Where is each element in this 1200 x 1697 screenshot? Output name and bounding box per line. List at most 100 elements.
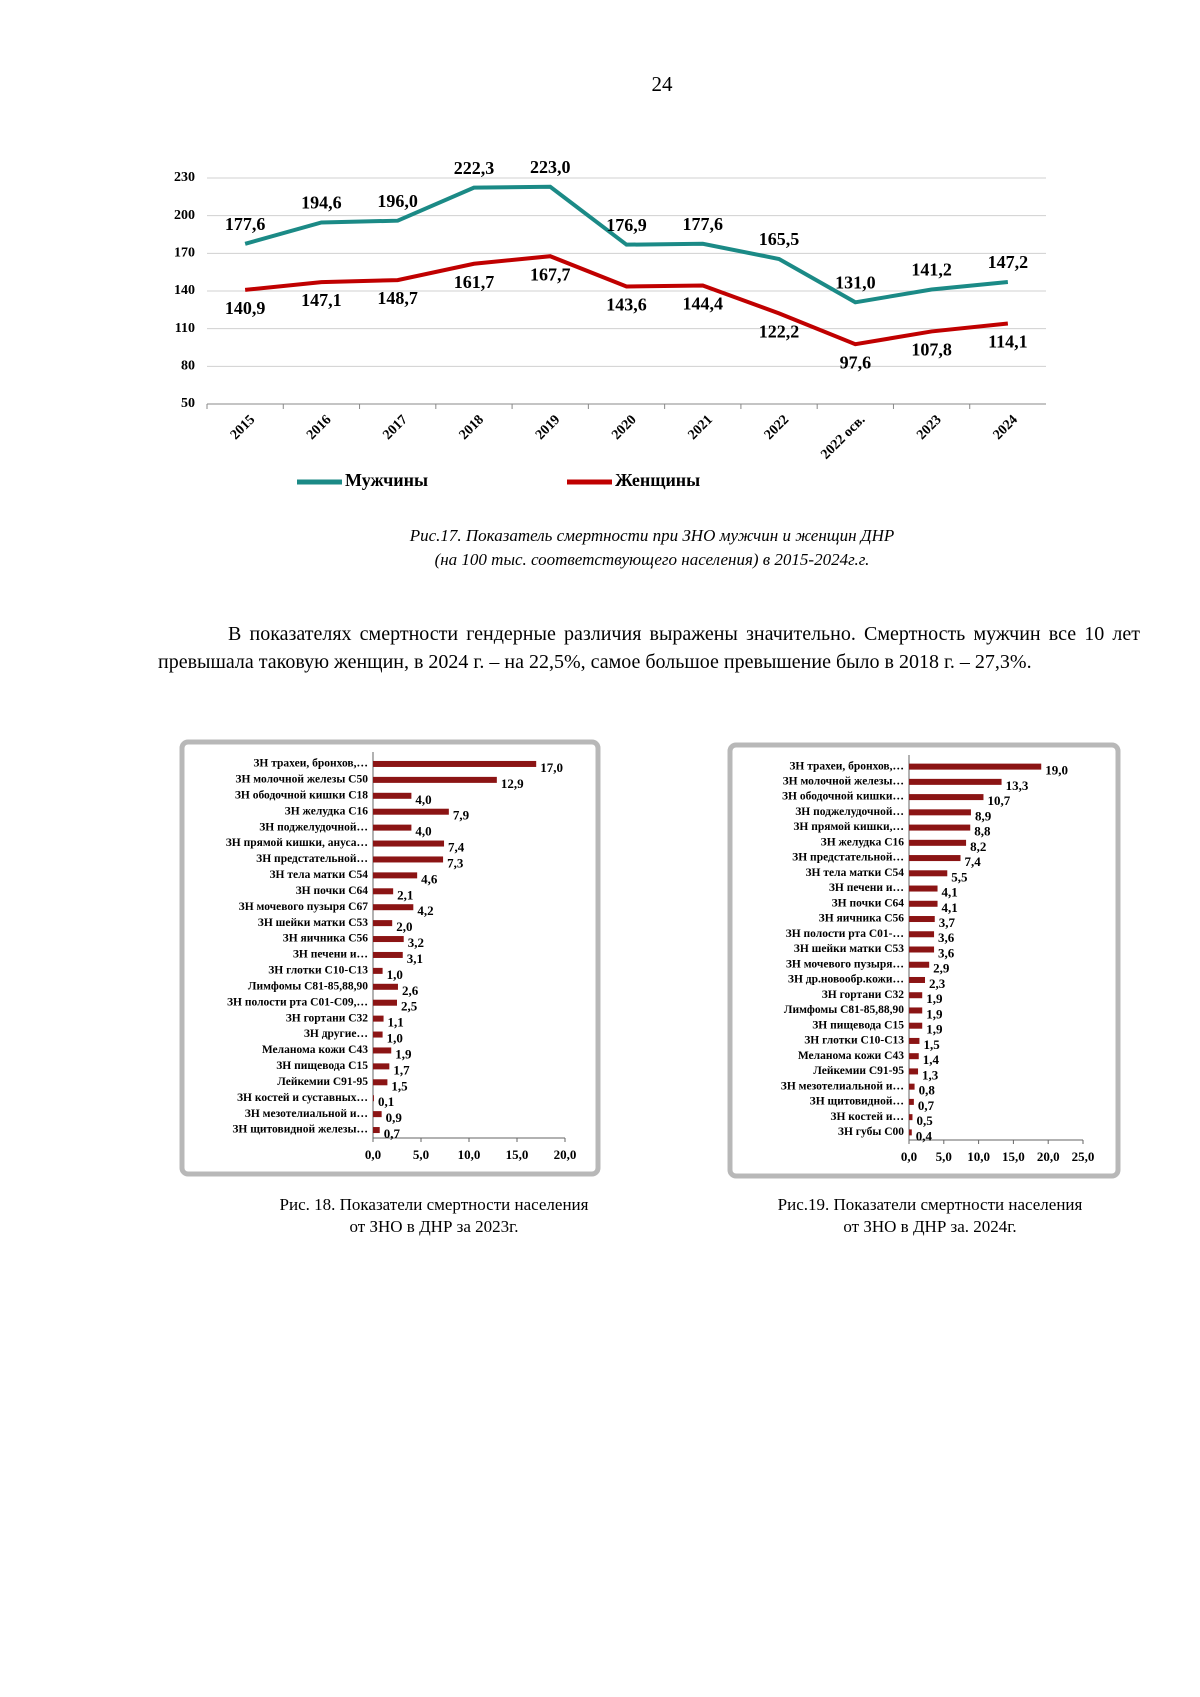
x-tick-label: 2021 bbox=[685, 412, 715, 442]
data-label: 1,9 bbox=[395, 1046, 412, 1061]
data-label: 97,6 bbox=[840, 352, 872, 372]
bar bbox=[909, 976, 926, 983]
category-label: ЗН мочевого пузыря… bbox=[786, 958, 904, 970]
bar bbox=[909, 916, 935, 923]
page-number: 24 bbox=[652, 72, 674, 96]
bar bbox=[909, 870, 948, 877]
bar bbox=[909, 946, 935, 953]
category-label: ЗН почки С64 bbox=[832, 897, 905, 909]
category-label: ЗН пищевода С15 bbox=[276, 1060, 368, 1072]
category-label: ЗН шейки матки С53 bbox=[794, 943, 904, 955]
category-label: ЗН почки С64 bbox=[296, 885, 369, 897]
bar bbox=[373, 808, 449, 815]
bar bbox=[373, 824, 412, 831]
data-label: 148,7 bbox=[377, 288, 418, 308]
category-label: Лейкемии С91-95 bbox=[277, 1076, 368, 1088]
category-label: ЗН костей и суставных… bbox=[237, 1092, 368, 1104]
bar bbox=[909, 824, 971, 831]
category-label: ЗН трахеи, бронхов,… bbox=[789, 760, 904, 772]
data-label: 5,5 bbox=[951, 869, 968, 884]
figure-caption: (на 100 тыс. соответствующего населения)… bbox=[435, 550, 870, 569]
data-label: 7,3 bbox=[447, 855, 464, 870]
data-label: 177,6 bbox=[225, 214, 266, 234]
category-label: ЗН др.новообр.кожи… bbox=[788, 974, 904, 986]
category-label: ЗН глотки С10-С13 bbox=[804, 1035, 904, 1047]
data-label: 8,9 bbox=[975, 808, 992, 823]
bar bbox=[373, 936, 404, 943]
category-label: ЗН печени и… bbox=[293, 949, 368, 961]
bar bbox=[909, 1007, 923, 1014]
data-label: 3,1 bbox=[407, 951, 423, 966]
bar bbox=[909, 1068, 919, 1075]
legend-label: Женщины bbox=[615, 470, 700, 490]
y-tick-label: 110 bbox=[175, 321, 195, 336]
bar bbox=[909, 885, 938, 892]
data-label: 2,6 bbox=[402, 983, 419, 998]
data-label: 140,9 bbox=[225, 298, 266, 318]
x-tick-label: 0,0 bbox=[901, 1149, 917, 1164]
category-label: ЗН полости рта С01-С09,… bbox=[227, 996, 368, 1008]
x-tick-label: 2024 bbox=[991, 412, 1021, 442]
bar bbox=[373, 1111, 382, 1118]
data-label: 3,6 bbox=[938, 930, 955, 945]
category-label: ЗН щитовидной железы… bbox=[232, 1124, 368, 1136]
category-label: ЗН губы С00 bbox=[838, 1126, 904, 1138]
category-label: ЗН мезотелиальной и… bbox=[781, 1080, 904, 1092]
x-tick-label: 15,0 bbox=[1002, 1149, 1025, 1164]
data-label: 3,2 bbox=[408, 935, 424, 950]
y-tick-label: 170 bbox=[174, 246, 195, 261]
category-label: ЗН полости рта С01-… bbox=[786, 928, 904, 940]
category-label: ЗН поджелудочной… bbox=[795, 806, 904, 818]
data-label: 2,3 bbox=[929, 976, 946, 991]
bar bbox=[909, 992, 923, 999]
y-tick-label: 50 bbox=[181, 396, 195, 411]
category-label: ЗН трахеи, бронхов,… bbox=[253, 758, 368, 770]
bar bbox=[909, 778, 1002, 785]
bar bbox=[909, 1114, 913, 1121]
data-label: 0,9 bbox=[386, 1110, 403, 1125]
category-label: ЗН тела матки С54 bbox=[805, 867, 904, 879]
data-label: 131,0 bbox=[835, 272, 876, 292]
category-label: ЗН предстательной… bbox=[256, 853, 368, 865]
bar bbox=[373, 1031, 383, 1038]
category-label: ЗН гортани С32 bbox=[822, 989, 905, 1001]
bar bbox=[373, 872, 418, 879]
data-label: 107,8 bbox=[911, 340, 952, 360]
x-tick-label: 2017 bbox=[380, 412, 410, 442]
bar bbox=[373, 1047, 392, 1054]
data-label: 0,1 bbox=[378, 1094, 394, 1109]
category-label: ЗН молочной железы С50 bbox=[235, 774, 368, 786]
x-tick-label: 2023 bbox=[914, 412, 944, 442]
x-tick-label: 5,0 bbox=[936, 1149, 952, 1164]
category-label: ЗН гортани С32 bbox=[286, 1012, 369, 1024]
x-tick-label: 5,0 bbox=[413, 1147, 429, 1162]
category-label: ЗН прямой кишки,… bbox=[793, 821, 904, 833]
data-label: 147,1 bbox=[301, 290, 342, 310]
data-label: 7,4 bbox=[965, 854, 982, 869]
category-label: ЗН мезотелиальной и… bbox=[245, 1108, 368, 1120]
x-tick-label: 25,0 bbox=[1072, 1149, 1095, 1164]
data-label: 222,3 bbox=[454, 158, 495, 178]
data-label: 147,2 bbox=[988, 252, 1029, 272]
data-label: 2,0 bbox=[396, 919, 412, 934]
y-tick-label: 230 bbox=[174, 170, 195, 185]
bar bbox=[373, 999, 397, 1006]
data-label: 0,8 bbox=[919, 1083, 936, 1098]
category-label: Лимфомы С81-85,88,90 bbox=[784, 1004, 904, 1016]
category-label: Меланома кожи С43 bbox=[262, 1044, 368, 1056]
bar bbox=[373, 1127, 380, 1134]
bar bbox=[373, 1095, 374, 1102]
bar bbox=[909, 1098, 914, 1105]
data-label: 1,5 bbox=[923, 1037, 940, 1052]
data-label: 176,9 bbox=[606, 215, 647, 235]
category-label: ЗН щитовидной… bbox=[810, 1096, 904, 1108]
bar bbox=[909, 855, 961, 862]
data-label: 3,7 bbox=[939, 915, 956, 930]
bar bbox=[909, 931, 935, 938]
data-label: 161,7 bbox=[454, 272, 495, 292]
data-label: 10,7 bbox=[987, 793, 1010, 808]
data-label: 4,6 bbox=[421, 871, 438, 886]
data-label: 1,0 bbox=[387, 967, 403, 982]
